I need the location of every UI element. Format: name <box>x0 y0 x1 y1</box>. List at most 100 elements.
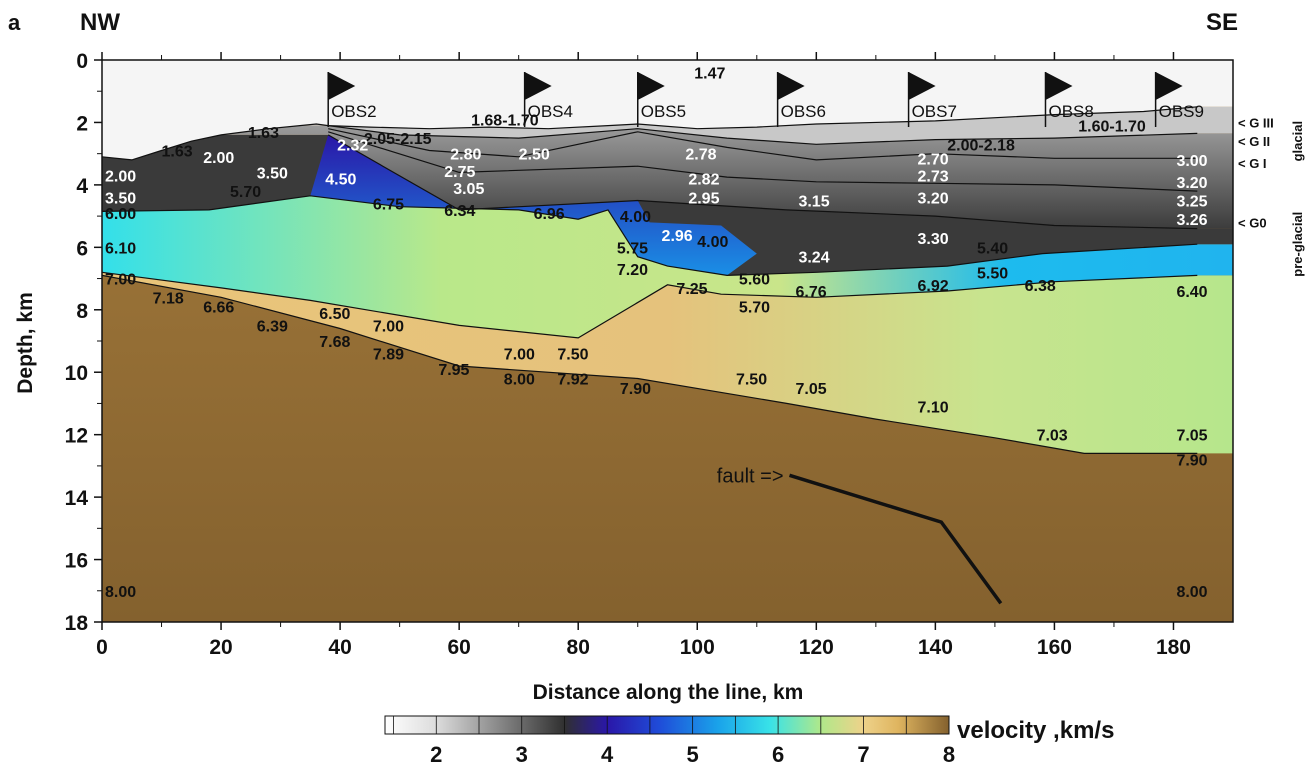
velocity-label: 3.25 <box>1176 194 1207 211</box>
velocity-label: 7.90 <box>620 381 651 398</box>
seabed-sediment-layer <box>102 106 1233 160</box>
x-tick-label: 180 <box>1156 636 1191 659</box>
velocity-label: 3.26 <box>1176 212 1207 229</box>
colorbar-tick-label: 8 <box>943 742 955 767</box>
obs-station: OBS4 <box>523 72 573 127</box>
boundary-line <box>328 125 1198 145</box>
velocity-section <box>102 60 1233 622</box>
y-tick-label: 16 <box>65 550 88 573</box>
layer-boundaries <box>102 106 1198 454</box>
velocity-colorbar: 2 3 4 5 6 7 8 <box>384 715 955 767</box>
velocity-label: 7.50 <box>557 346 588 363</box>
velocity-label: 7.25 <box>676 281 707 298</box>
x-tick-label: 60 <box>447 636 470 659</box>
axes: 0 20 40 60 80 100 120 140 160 180 0 2 4 6 8 10 12 14 16 18 <box>65 50 1191 659</box>
station-flag-icon <box>908 72 936 100</box>
velocity-label: 7.89 <box>373 346 404 363</box>
velocity-label: 7.05 <box>1176 428 1207 445</box>
station-flag-icon <box>524 72 552 100</box>
y-tick-label: 8 <box>76 300 88 323</box>
horizon-label: < G II <box>1238 134 1270 149</box>
x-tick-label: 120 <box>799 636 834 659</box>
x-tick-label: 100 <box>680 636 715 659</box>
velocity-label: 2.32 <box>337 137 368 154</box>
obs-station: OBS2 <box>327 72 377 127</box>
obs-station: OBS7 <box>907 72 957 127</box>
velocity-label: 2.00 <box>203 150 234 167</box>
velocity-label: 6.40 <box>1176 284 1207 301</box>
velocity-label: 7.68 <box>319 334 350 351</box>
y-tick-label: 14 <box>65 487 89 510</box>
velocity-label: 6.00 <box>105 206 136 223</box>
colorbar-title: velocity ,km/s <box>957 717 1114 744</box>
velocity-label: 3.00 <box>1176 153 1207 170</box>
station-flag-icon <box>1155 72 1183 100</box>
x-tick-label: 160 <box>1037 636 1072 659</box>
velocity-label: 2.00-2.18 <box>947 137 1015 154</box>
velocity-label: 5.75 <box>617 240 648 257</box>
fault-label: fault => <box>717 465 784 487</box>
velocity-label: 1.47 <box>694 65 725 82</box>
velocity-label: 7.18 <box>153 290 184 307</box>
velocity-label: 7.92 <box>557 371 588 388</box>
x-axis-title: Distance along the line, km <box>533 681 804 704</box>
boundary-line <box>102 271 1198 339</box>
y-tick-label: 6 <box>76 237 88 260</box>
velocity-label: 3.20 <box>1176 175 1207 192</box>
horizon-labels: < G III < G II < G I < G0 glacial pre-glacial <box>1238 115 1305 276</box>
middle-crust-layer <box>102 272 1233 454</box>
velocity-label: 5.40 <box>977 240 1008 257</box>
obs-station: OBS8 <box>1044 72 1094 127</box>
colorbar-tick-label: 4 <box>601 742 614 767</box>
y-axis-title: Depth, km <box>14 292 37 394</box>
velocity-label: 7.03 <box>1037 428 1068 445</box>
colorbar-tick-label: 6 <box>772 742 784 767</box>
boundary-line <box>102 106 1198 161</box>
velocity-label: 6.10 <box>105 240 136 257</box>
velocity-label: 4.00 <box>697 234 728 251</box>
glacial-sediment-layer <box>102 125 1233 229</box>
pre-glacial-label: pre-glacial <box>1290 212 1305 277</box>
velocity-label: 7.00 <box>373 318 404 335</box>
y-tick-label: 10 <box>65 362 88 385</box>
obs-stations: OBS2 OBS4 OBS5 OBS6 OBS7 OBS8 OBS9 <box>327 72 1204 127</box>
fault: fault => <box>717 465 1003 605</box>
x-tick-label: 80 <box>567 636 590 659</box>
y-tick-label: 18 <box>65 612 89 635</box>
velocity-label: 2.50 <box>519 147 550 164</box>
velocity-label: 1.68-1.70 <box>471 112 539 129</box>
station-label: OBS9 <box>1159 102 1204 121</box>
velocity-label: 1.60-1.70 <box>1078 119 1146 136</box>
velocity-label: 7.90 <box>1176 453 1207 470</box>
boundary-line <box>102 274 1198 454</box>
x-tick-label: 40 <box>328 636 351 659</box>
obs-station: OBS5 <box>636 72 686 127</box>
velocity-label: 2.73 <box>918 169 949 186</box>
velocity-label: 3.24 <box>798 250 829 267</box>
velocity-label: 5.50 <box>977 265 1008 282</box>
velocity-label: 4.50 <box>325 172 356 189</box>
direction-se-label: SE <box>1206 9 1238 36</box>
colorbar-tick-label: 7 <box>857 742 869 767</box>
velocity-label: 8.00 <box>105 584 136 601</box>
velocity-label: 6.39 <box>257 318 288 335</box>
velocity-label: 7.95 <box>438 362 469 379</box>
velocity-label: 2.78 <box>685 147 716 164</box>
station-flag-icon <box>1045 72 1073 100</box>
boundary-line <box>328 128 1198 161</box>
horizon-label: < G III <box>1238 115 1274 130</box>
y-tick-label: 2 <box>76 112 88 135</box>
high-velocity-sediment-body <box>310 134 757 276</box>
velocity-label: 7.20 <box>617 262 648 279</box>
velocity-label: 7.00 <box>504 346 535 363</box>
station-label: OBS5 <box>641 102 686 121</box>
velocity-label: 6.38 <box>1025 278 1056 295</box>
upper-crust-layer <box>102 195 1233 338</box>
velocity-label: 3.05 <box>453 181 484 198</box>
velocity-label: 2.75 <box>444 164 475 181</box>
station-label: OBS8 <box>1048 102 1093 121</box>
x-tick-label: 0 <box>96 636 108 659</box>
velocity-labels: 1.47 1.68-1.70 1.63 1.63 2.05-2.15 1.60-1.70 2… <box>105 65 1208 600</box>
velocity-label: 6.92 <box>918 278 949 295</box>
